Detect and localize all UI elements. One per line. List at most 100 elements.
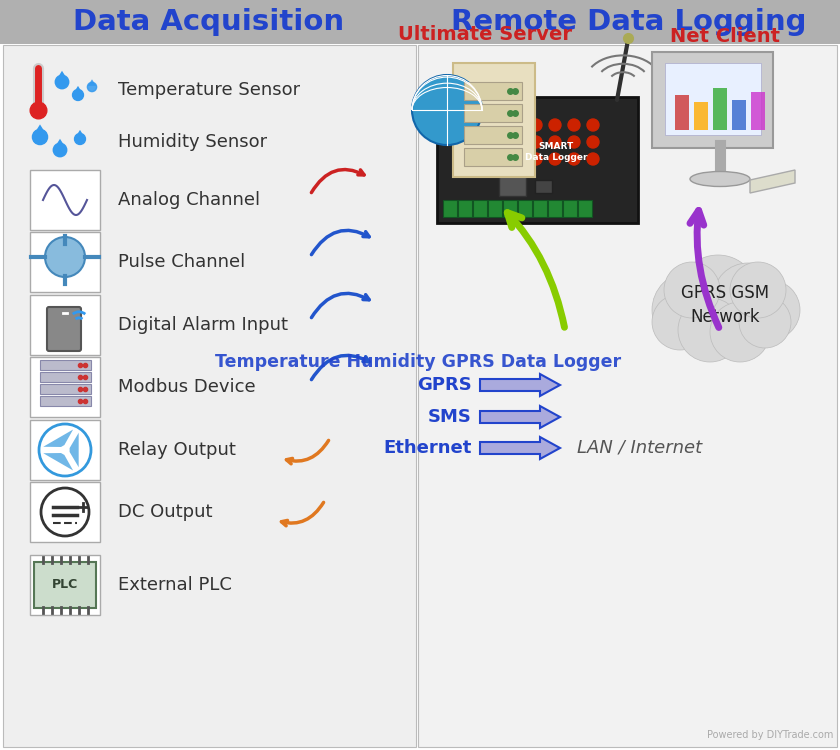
Circle shape bbox=[549, 119, 561, 131]
FancyBboxPatch shape bbox=[30, 232, 100, 292]
FancyBboxPatch shape bbox=[39, 371, 91, 382]
Circle shape bbox=[549, 136, 561, 148]
Text: External PLC: External PLC bbox=[118, 576, 232, 594]
FancyBboxPatch shape bbox=[499, 176, 526, 196]
Circle shape bbox=[511, 119, 523, 131]
FancyBboxPatch shape bbox=[30, 170, 100, 230]
FancyBboxPatch shape bbox=[472, 200, 486, 217]
FancyBboxPatch shape bbox=[453, 63, 535, 177]
Text: Humidity Sensor: Humidity Sensor bbox=[118, 133, 267, 151]
Circle shape bbox=[33, 130, 48, 145]
Text: SMART
Data Logger: SMART Data Logger bbox=[525, 142, 587, 162]
Text: Modbus Device: Modbus Device bbox=[118, 378, 255, 396]
FancyBboxPatch shape bbox=[464, 148, 522, 166]
FancyBboxPatch shape bbox=[487, 200, 501, 217]
FancyBboxPatch shape bbox=[437, 97, 638, 223]
Circle shape bbox=[652, 272, 728, 348]
Polygon shape bbox=[70, 433, 79, 467]
FancyBboxPatch shape bbox=[0, 0, 418, 44]
Circle shape bbox=[740, 280, 800, 340]
Circle shape bbox=[568, 153, 580, 165]
Circle shape bbox=[72, 89, 83, 101]
Text: Remote Data Logging: Remote Data Logging bbox=[451, 8, 806, 36]
FancyBboxPatch shape bbox=[3, 45, 416, 747]
Circle shape bbox=[568, 136, 580, 148]
Circle shape bbox=[730, 262, 786, 318]
FancyBboxPatch shape bbox=[418, 45, 837, 747]
Circle shape bbox=[652, 294, 708, 350]
Circle shape bbox=[492, 119, 504, 131]
FancyBboxPatch shape bbox=[39, 383, 91, 394]
Circle shape bbox=[530, 119, 542, 131]
FancyBboxPatch shape bbox=[534, 179, 552, 193]
Text: Powered by DIYTrade.com: Powered by DIYTrade.com bbox=[706, 730, 833, 740]
FancyBboxPatch shape bbox=[30, 357, 100, 417]
Circle shape bbox=[511, 136, 523, 148]
Polygon shape bbox=[75, 130, 85, 138]
Text: Data Acquisition: Data Acquisition bbox=[73, 8, 344, 36]
FancyBboxPatch shape bbox=[464, 82, 522, 100]
FancyBboxPatch shape bbox=[30, 555, 100, 615]
FancyBboxPatch shape bbox=[713, 88, 727, 130]
Circle shape bbox=[75, 134, 86, 145]
Polygon shape bbox=[33, 124, 47, 135]
Text: Temperature Sensor: Temperature Sensor bbox=[118, 81, 300, 99]
Text: Relay Output: Relay Output bbox=[118, 441, 236, 459]
Text: SMS: SMS bbox=[428, 408, 472, 426]
Circle shape bbox=[55, 75, 69, 88]
Circle shape bbox=[568, 119, 580, 131]
FancyBboxPatch shape bbox=[30, 295, 100, 355]
FancyBboxPatch shape bbox=[458, 200, 471, 217]
Ellipse shape bbox=[690, 172, 750, 187]
Circle shape bbox=[41, 488, 89, 536]
Text: Pulse Channel: Pulse Channel bbox=[118, 253, 245, 271]
FancyBboxPatch shape bbox=[418, 0, 840, 44]
Circle shape bbox=[710, 302, 770, 362]
Circle shape bbox=[587, 119, 599, 131]
Text: DC Output: DC Output bbox=[118, 503, 213, 521]
Circle shape bbox=[511, 153, 523, 165]
Circle shape bbox=[473, 136, 485, 148]
Text: Net Client: Net Client bbox=[670, 28, 780, 46]
Circle shape bbox=[678, 255, 758, 335]
FancyBboxPatch shape bbox=[578, 200, 591, 217]
Polygon shape bbox=[660, 275, 785, 340]
FancyBboxPatch shape bbox=[34, 562, 96, 608]
Circle shape bbox=[473, 153, 485, 165]
Circle shape bbox=[713, 263, 783, 333]
FancyBboxPatch shape bbox=[30, 420, 100, 480]
Text: LAN / Internet: LAN / Internet bbox=[577, 439, 702, 457]
Circle shape bbox=[45, 237, 85, 277]
Circle shape bbox=[739, 296, 791, 348]
FancyBboxPatch shape bbox=[665, 63, 761, 135]
Text: Ultimate Server: Ultimate Server bbox=[398, 26, 572, 44]
Circle shape bbox=[39, 424, 91, 476]
Circle shape bbox=[587, 136, 599, 148]
Polygon shape bbox=[56, 70, 68, 80]
FancyBboxPatch shape bbox=[533, 200, 547, 217]
Circle shape bbox=[473, 119, 485, 131]
Text: Temperature Humidity GPRS Data Logger: Temperature Humidity GPRS Data Logger bbox=[215, 353, 621, 371]
Circle shape bbox=[412, 75, 482, 145]
Text: Analog Channel: Analog Channel bbox=[118, 191, 260, 209]
Polygon shape bbox=[43, 453, 73, 470]
Circle shape bbox=[530, 153, 542, 165]
Polygon shape bbox=[750, 170, 795, 193]
Text: GPRS: GPRS bbox=[417, 376, 472, 394]
Text: Ethernet: Ethernet bbox=[384, 439, 472, 457]
FancyBboxPatch shape bbox=[502, 200, 517, 217]
FancyBboxPatch shape bbox=[464, 104, 522, 122]
Circle shape bbox=[454, 119, 466, 131]
Circle shape bbox=[664, 262, 720, 318]
Polygon shape bbox=[480, 406, 560, 428]
Circle shape bbox=[549, 153, 561, 165]
FancyBboxPatch shape bbox=[443, 200, 456, 217]
Polygon shape bbox=[54, 139, 66, 148]
FancyBboxPatch shape bbox=[464, 126, 522, 144]
Text: PLC: PLC bbox=[52, 578, 78, 592]
Circle shape bbox=[454, 136, 466, 148]
Polygon shape bbox=[480, 437, 560, 459]
FancyBboxPatch shape bbox=[548, 200, 561, 217]
FancyBboxPatch shape bbox=[30, 482, 100, 542]
Circle shape bbox=[53, 143, 66, 157]
